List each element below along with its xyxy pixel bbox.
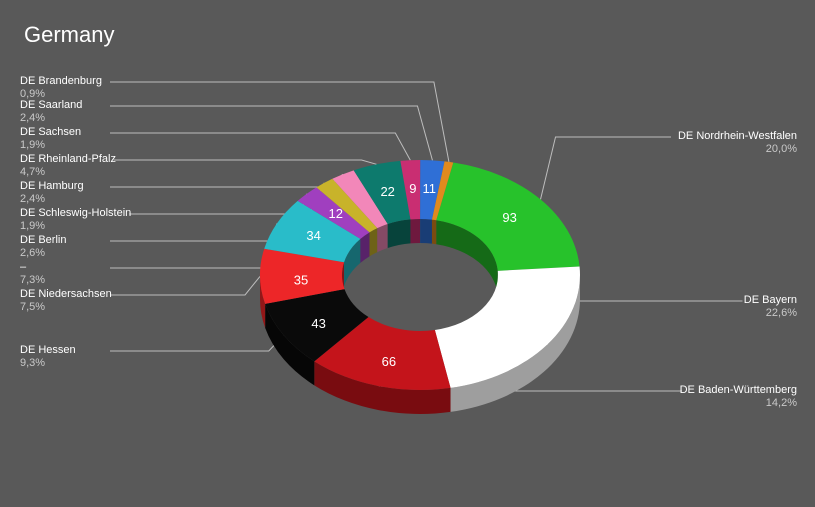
leader-line bbox=[541, 137, 671, 199]
legend-pct: 1,9% bbox=[20, 139, 81, 152]
legend-item-left: DE Rheinland-Pfalz4,7% bbox=[20, 153, 116, 178]
leader-line bbox=[110, 335, 284, 351]
legend-pct: 1,9% bbox=[20, 220, 131, 233]
legend-label: DE Nordrhein-Westfalen bbox=[678, 130, 797, 143]
legend-item-left: DE Hamburg2,4% bbox=[20, 180, 84, 205]
leader-line bbox=[110, 82, 449, 162]
slice-inner-side bbox=[432, 220, 436, 245]
legend-label: DE Rheinland-Pfalz bbox=[20, 153, 116, 166]
slice-value-label: 105 bbox=[504, 323, 526, 338]
slice-inner-side bbox=[410, 219, 420, 243]
legend-label: DE Sachsen bbox=[20, 126, 81, 139]
slice-value-label: 93 bbox=[502, 210, 516, 225]
leader-line bbox=[110, 174, 343, 187]
slice-value-label: 11 bbox=[423, 181, 437, 196]
legend-label: – bbox=[20, 261, 45, 274]
leader-line bbox=[110, 276, 260, 295]
leader-line bbox=[110, 133, 410, 160]
legend-item-left: DE Niedersachsen7,5% bbox=[20, 288, 112, 313]
legend-label: DE Baden-Württemberg bbox=[680, 384, 797, 397]
legend-item-right: DE Bayern22,6% bbox=[744, 294, 797, 319]
legend-label: DE Niedersachsen bbox=[20, 288, 112, 301]
legend-pct: 2,6% bbox=[20, 247, 66, 260]
leader-line bbox=[110, 223, 277, 268]
donut-chart: 93 105 66 43 35 34 12 22 9 11 bbox=[0, 0, 815, 507]
legend-label: DE Hamburg bbox=[20, 180, 84, 193]
legend-pct: 7,3% bbox=[20, 274, 45, 287]
slice-inner-side bbox=[388, 219, 411, 248]
legend-pct: 2,4% bbox=[20, 112, 82, 125]
legend-pct: 9,3% bbox=[20, 357, 76, 370]
legend-pct: 14,2% bbox=[680, 397, 797, 410]
slice-value-label: 34 bbox=[306, 228, 320, 243]
legend-pct: 20,0% bbox=[678, 143, 797, 156]
slice-value-label: 43 bbox=[311, 316, 325, 331]
legend-label: DE Hessen bbox=[20, 344, 76, 357]
slice-value-label: 35 bbox=[294, 272, 308, 287]
legend-item-left: DE Hessen9,3% bbox=[20, 344, 76, 369]
legend-item-left: DE Berlin2,6% bbox=[20, 234, 66, 259]
leader-line bbox=[114, 160, 377, 164]
slice-value-label: 66 bbox=[382, 354, 396, 369]
legend-label: DE Schleswig-Holstein bbox=[20, 207, 131, 220]
slice-inner-side bbox=[377, 224, 387, 252]
legend-label: DE Saarland bbox=[20, 99, 82, 112]
legend-item-right: DE Nordrhein-Westfalen20,0% bbox=[678, 130, 797, 155]
legend-pct: 22,6% bbox=[744, 307, 797, 320]
legend-label: DE Berlin bbox=[20, 234, 66, 247]
legend-item-left: DE Schleswig-Holstein1,9% bbox=[20, 207, 131, 232]
legend-pct: 4,7% bbox=[20, 166, 116, 179]
legend-pct: 2,4% bbox=[20, 193, 84, 206]
legend-item-left: DE Saarland2,4% bbox=[20, 99, 82, 124]
legend-item-left: DE Sachsen1,9% bbox=[20, 126, 81, 151]
slice-value-label: 9 bbox=[409, 181, 416, 196]
legend-label: DE Brandenburg bbox=[20, 75, 102, 88]
slice-value-label: 12 bbox=[328, 206, 342, 221]
legend-label: DE Bayern bbox=[744, 294, 797, 307]
legend-item-left: –7,3% bbox=[20, 261, 45, 286]
slice-inner-side bbox=[420, 219, 432, 244]
legend-item-left: DE Brandenburg0,9% bbox=[20, 75, 102, 100]
legend-pct: 7,5% bbox=[20, 301, 112, 314]
slice-value-label: 22 bbox=[380, 184, 394, 199]
slice-inner-side bbox=[370, 228, 378, 256]
legend-item-right: DE Baden-Württemberg14,2% bbox=[680, 384, 797, 409]
